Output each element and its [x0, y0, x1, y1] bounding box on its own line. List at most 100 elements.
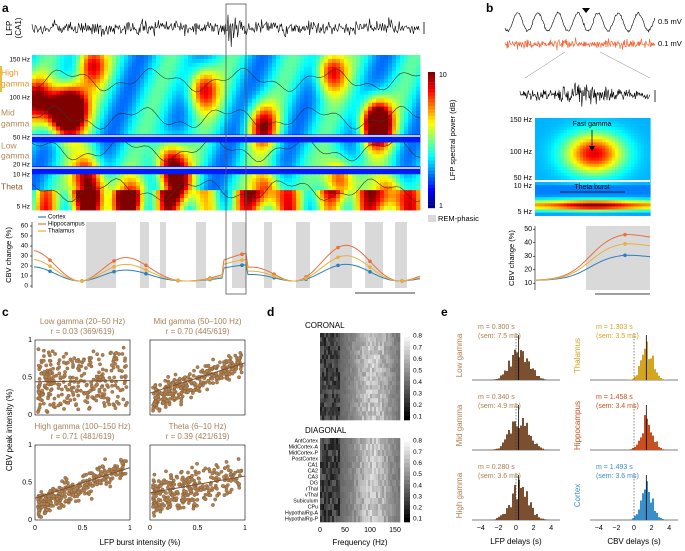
heatmap-cell	[220, 202, 225, 207]
heatmap-cell	[152, 90, 157, 96]
heatmap-cell	[40, 98, 45, 104]
heatmap-cell	[232, 98, 237, 104]
heatmap-cell	[124, 146, 129, 151]
heatmap-cell	[140, 190, 145, 195]
heatmap-cell	[132, 190, 137, 195]
heatmap-cell	[595, 182, 600, 186]
heatmap-cell	[573, 188, 577, 192]
heatmap-cell	[60, 78, 65, 84]
heatmap-cell	[324, 82, 329, 88]
heatmap-cell	[328, 62, 333, 68]
heatmap-cell	[352, 142, 357, 147]
heatmap-cell	[112, 86, 117, 92]
heatmap-cell	[344, 102, 349, 108]
heatmap-cell	[200, 66, 205, 72]
heatmap-cell	[340, 142, 345, 147]
heatmap-cell	[152, 206, 157, 211]
heatmap-cell	[592, 188, 597, 192]
heatmap-cell	[634, 133, 638, 137]
heatmap-cell	[108, 78, 113, 84]
heatmap-cell	[312, 138, 317, 143]
heatmap-cell	[220, 206, 225, 211]
heatmap-cell	[240, 190, 245, 195]
heatmap-cell	[236, 194, 241, 199]
zoom-line	[599, 51, 651, 79]
heatmap-cell	[204, 74, 209, 80]
heatmap-cell	[589, 200, 593, 204]
heatmap-cell	[586, 169, 590, 174]
heatmap-cell	[320, 58, 325, 64]
heatmap-cell	[260, 138, 265, 143]
scale-label: 0.5 mV	[658, 17, 682, 26]
heatmap-cell	[96, 114, 101, 119]
heatmap-cell	[184, 146, 189, 151]
heatmap-cell	[104, 86, 109, 92]
heatmap-cell	[64, 70, 69, 76]
heatmap-cell	[272, 142, 277, 147]
heatmap-cell	[96, 102, 101, 108]
heatmap-cell	[180, 126, 185, 131]
heatmap-cell	[52, 62, 57, 68]
colorbar-cell	[428, 123, 435, 127]
heatmap-cell	[104, 110, 109, 116]
heatmap-cell	[416, 202, 421, 207]
heatmap-cell	[108, 114, 113, 119]
heatmap-cell	[216, 66, 221, 72]
heatmap-cell	[328, 142, 333, 147]
heatmap-cell	[340, 174, 345, 179]
heatmap-cell	[184, 86, 189, 92]
heatmap-cell	[260, 102, 265, 108]
heatmap-cell	[92, 186, 97, 191]
heatmap-cell	[156, 118, 161, 123]
heatmap-cell	[140, 150, 145, 155]
heatmap-cell	[232, 114, 237, 119]
heatmap-cell	[144, 182, 149, 187]
heatmap-cell	[288, 98, 293, 104]
heatmap-cell	[408, 186, 413, 191]
heatmap-cell	[132, 186, 137, 191]
heatmap-cell	[156, 146, 161, 151]
heatmap-cell	[176, 154, 181, 159]
heatmap-cell	[316, 66, 321, 72]
heatmap-cell	[292, 186, 297, 191]
heatmap-cell	[148, 194, 153, 199]
heatmap-cell	[563, 136, 568, 140]
heatmap-cell	[340, 138, 345, 143]
heatmap-cell	[579, 191, 584, 195]
heatmap-cell	[216, 78, 221, 84]
heatmap-cell	[384, 138, 389, 143]
heatmap-cell	[376, 82, 381, 88]
heatmap-cell	[264, 98, 269, 104]
heatmap-cell	[284, 186, 289, 191]
heatmap-cell	[60, 138, 65, 143]
heatmap-cell	[152, 170, 157, 175]
heatmap-cell	[284, 62, 289, 68]
heatmap-cell	[36, 158, 41, 163]
heatmap-cell	[60, 86, 65, 92]
heatmap-cell	[100, 74, 105, 80]
heatmap-cell	[212, 178, 217, 183]
heatmap-cell	[248, 178, 253, 183]
heatmap-cell	[618, 148, 622, 152]
heatmap-cell	[400, 142, 405, 147]
heatmap-cell	[276, 178, 281, 183]
heatmap-cell	[372, 190, 377, 195]
heatmap-cell	[152, 78, 157, 84]
heatmap-cell	[80, 170, 85, 175]
heatmap-cell	[80, 118, 85, 123]
heatmap-cell	[360, 118, 365, 123]
heatmap-cell	[408, 190, 413, 195]
heatmap-cell	[611, 130, 616, 134]
heatmap-cell	[264, 102, 269, 108]
heatmap-cell	[72, 162, 77, 167]
heatmap-cell	[88, 118, 93, 123]
heatmap-cell	[316, 178, 321, 183]
heatmap-cell	[184, 158, 189, 163]
heatmap-cell	[256, 70, 261, 76]
heatmap-cell	[104, 70, 109, 76]
heatmap-cell	[535, 197, 539, 201]
heatmap-cell	[72, 98, 77, 104]
heatmap-cell	[148, 130, 153, 135]
heatmap-cell	[164, 162, 169, 167]
heatmap-cell	[308, 182, 313, 187]
